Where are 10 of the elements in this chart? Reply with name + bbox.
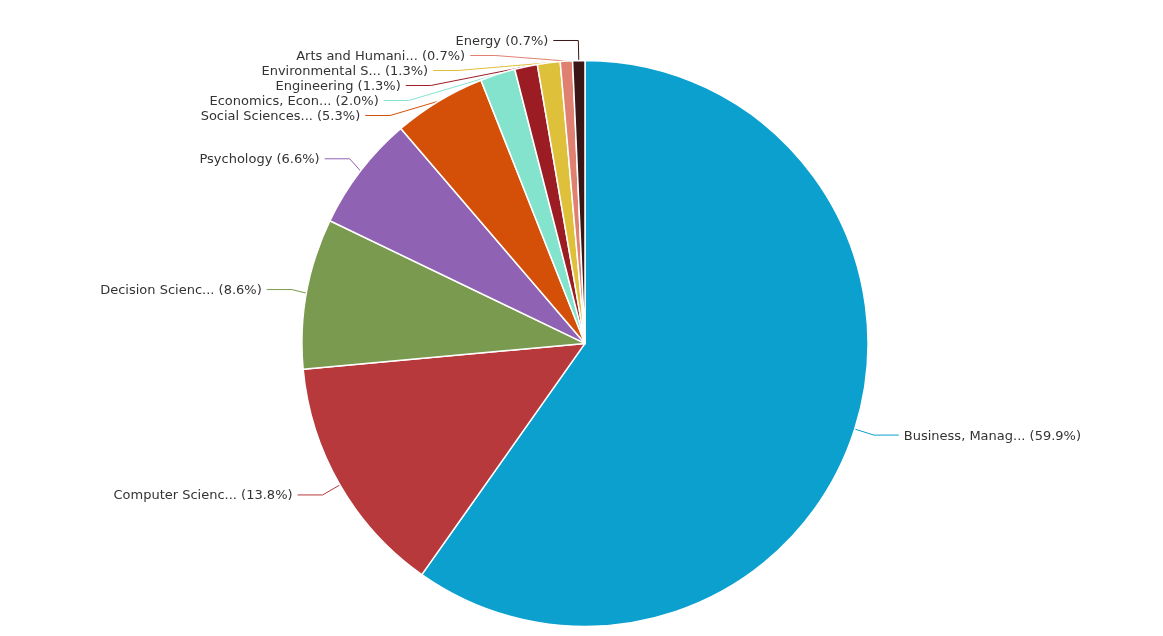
slice-label: Social Sciences... (5.3%): [200, 107, 361, 123]
slice-label: Arts and Humani... (0.7%): [296, 47, 466, 63]
slice-label: Business, Manag... (59.9%): [903, 427, 1082, 443]
slice-label: Computer Scienc... (13.8%): [113, 487, 293, 503]
slice-label: Environmental S... (1.3%): [261, 62, 429, 78]
slice-label: Engineering (1.3%): [275, 77, 401, 93]
slice-label: Decision Scienc... (8.6%): [100, 282, 262, 298]
slice-label: Energy (0.7%): [455, 32, 549, 48]
slice-label: Economics, Econ... (2.0%): [209, 92, 379, 108]
slice-label: Psychology (6.6%): [199, 151, 320, 167]
